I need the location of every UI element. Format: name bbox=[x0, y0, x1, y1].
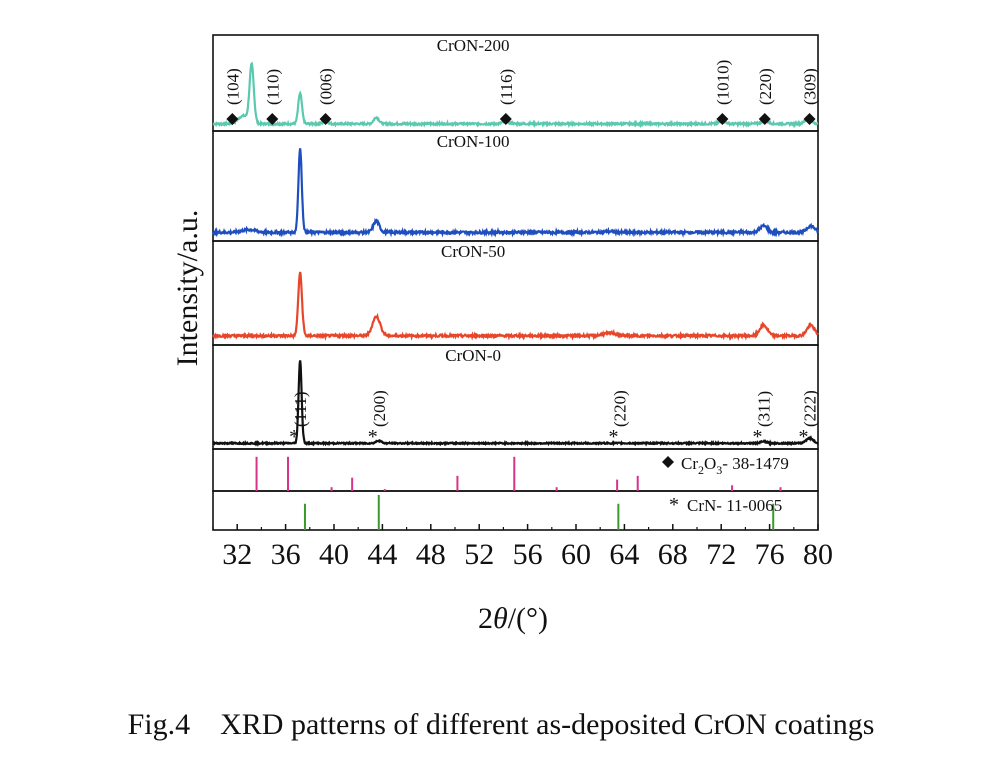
peak-annotation: *(222) bbox=[799, 390, 820, 448]
reference-legend: Cr2O3- 38-1479 bbox=[662, 454, 789, 477]
peak-annotation: (006) bbox=[317, 68, 336, 125]
peak-index-label: (006) bbox=[317, 68, 336, 105]
chart-panels: CrON-200 (104) (110) (006) (116) (1010) (220) (… bbox=[211, 34, 820, 531]
reference-pattern-0: Cr2O3- 38-1479 bbox=[255, 454, 789, 491]
legend-label: Cr2O3- 38-1479 bbox=[681, 454, 789, 477]
series-cron-200: CrON-200 (104) (110) (006) (116) (1010) (220) (… bbox=[212, 36, 820, 129]
asterisk-marker: * bbox=[368, 426, 378, 448]
x-tick-label: 60 bbox=[561, 538, 591, 571]
diamond-marker bbox=[499, 113, 512, 125]
peak-annotation: (220) bbox=[756, 68, 775, 125]
diamond-marker bbox=[716, 113, 729, 125]
peak-index-label: (104) bbox=[223, 68, 242, 105]
xrd-chart: CrON-200 (104) (110) (006) (116) (1010) (220) (… bbox=[171, 34, 833, 635]
series-line bbox=[212, 271, 819, 342]
panel-frame-5 bbox=[212, 490, 819, 531]
series-label: CrON-100 bbox=[437, 132, 510, 151]
peak-annotation: (116) bbox=[497, 69, 516, 125]
x-axis: 32 36 40 44 48 52 56 60 64 68 72 76 80 bbox=[212, 524, 833, 571]
peak-annotation: *(111) bbox=[289, 391, 310, 448]
asterisk-marker: * bbox=[753, 426, 763, 448]
series-cron-50: CrON-50 bbox=[212, 242, 819, 342]
peak-annotation: (309) bbox=[801, 68, 820, 125]
series-cron-0: CrON-0*(111)*(200)*(220)*(311)*(222) bbox=[212, 346, 820, 448]
x-tick-label: 80 bbox=[803, 538, 833, 571]
x-tick-label: 76 bbox=[755, 538, 785, 571]
x-tick-label: 48 bbox=[416, 538, 446, 571]
x-tick-label: 72 bbox=[706, 538, 736, 571]
peak-index-label: (116) bbox=[497, 69, 516, 105]
x-tick-label: 40 bbox=[319, 538, 349, 571]
x-tick-label: 36 bbox=[271, 538, 301, 571]
peak-index-label: (200) bbox=[370, 390, 389, 427]
diamond-marker bbox=[226, 113, 239, 125]
peak-index-label: (222) bbox=[801, 390, 820, 427]
peak-index-label: (220) bbox=[611, 390, 630, 427]
peak-annotation: *(220) bbox=[609, 390, 630, 448]
diamond-marker bbox=[662, 456, 674, 468]
series-label: CrON-50 bbox=[441, 242, 505, 261]
diamond-marker bbox=[266, 113, 279, 125]
series-label: CrON-0 bbox=[445, 346, 501, 365]
peak-index-label: (311) bbox=[755, 391, 774, 427]
reference-legend: * CrN- 11-0065 bbox=[669, 494, 782, 516]
x-tick-label: 68 bbox=[658, 538, 688, 571]
diamond-marker bbox=[319, 113, 332, 125]
diamond-marker bbox=[758, 113, 771, 125]
asterisk-marker: * bbox=[669, 494, 679, 516]
peak-annotation: (110) bbox=[263, 69, 282, 125]
peak-annotation: (104) bbox=[223, 68, 242, 125]
x-tick-label: 32 bbox=[222, 538, 252, 571]
peak-annotation: (1010) bbox=[713, 60, 732, 125]
x-tick-label: 64 bbox=[609, 538, 639, 571]
x-axis-label: 2θ/(°) bbox=[478, 602, 548, 635]
x-tick-label: 56 bbox=[513, 538, 543, 571]
series-line bbox=[211, 148, 819, 238]
series-cron-100: CrON-100 bbox=[211, 132, 819, 238]
diamond-marker bbox=[803, 113, 816, 125]
legend-label: CrN- 11-0065 bbox=[687, 496, 782, 515]
x-tick-label: 44 bbox=[367, 538, 397, 571]
series-label: CrON-200 bbox=[437, 36, 510, 55]
series-line bbox=[212, 360, 819, 447]
y-axis-label: Intensity/a.u. bbox=[171, 210, 204, 367]
asterisk-marker: * bbox=[289, 426, 299, 448]
peak-annotation: *(311) bbox=[753, 391, 774, 448]
reference-pattern-1: * CrN- 11-0065 bbox=[303, 494, 782, 530]
peak-index-label: (110) bbox=[263, 69, 282, 105]
peak-index-label: (111) bbox=[291, 391, 310, 427]
peak-index-label: (1010) bbox=[713, 60, 732, 105]
series-line bbox=[212, 61, 819, 129]
peak-index-label: (220) bbox=[756, 68, 775, 105]
asterisk-marker: * bbox=[799, 426, 809, 448]
figure-caption: Fig.4 XRD patterns of different as-depos… bbox=[127, 708, 875, 741]
peak-annotation: *(200) bbox=[368, 390, 389, 448]
x-tick-label: 52 bbox=[464, 538, 494, 571]
peak-index-label: (309) bbox=[801, 68, 820, 105]
asterisk-marker: * bbox=[609, 426, 619, 448]
